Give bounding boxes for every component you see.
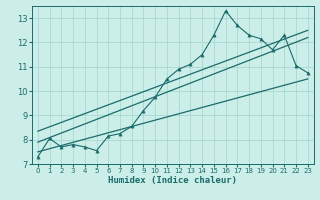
Point xyxy=(106,134,111,138)
Point xyxy=(59,145,64,149)
Point xyxy=(200,53,205,56)
Point xyxy=(211,34,216,37)
Point xyxy=(153,96,158,99)
Point xyxy=(70,143,76,146)
Point xyxy=(223,9,228,12)
Point xyxy=(293,64,299,67)
Point xyxy=(35,155,40,158)
Point xyxy=(305,71,310,74)
Point xyxy=(164,77,170,81)
Point xyxy=(246,34,252,37)
Point xyxy=(47,137,52,140)
Point xyxy=(258,37,263,40)
Point xyxy=(94,149,99,152)
Point xyxy=(270,48,275,51)
Point xyxy=(82,145,87,149)
Point xyxy=(129,125,134,128)
Point xyxy=(235,24,240,27)
Point xyxy=(141,109,146,112)
Point xyxy=(282,34,287,37)
Point xyxy=(176,68,181,71)
Point xyxy=(188,63,193,66)
X-axis label: Humidex (Indice chaleur): Humidex (Indice chaleur) xyxy=(108,176,237,185)
Point xyxy=(117,132,123,135)
